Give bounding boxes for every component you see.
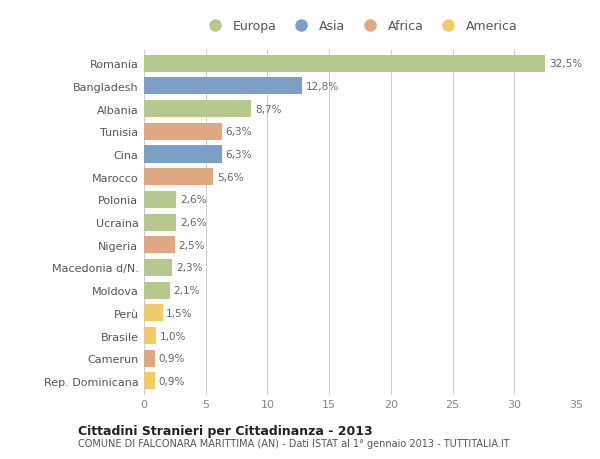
- Text: 1,5%: 1,5%: [166, 308, 193, 318]
- Text: 0,9%: 0,9%: [159, 376, 185, 386]
- Bar: [144, 146, 222, 163]
- Text: 1,0%: 1,0%: [160, 331, 187, 341]
- Text: 5,6%: 5,6%: [217, 172, 244, 182]
- Text: 8,7%: 8,7%: [255, 104, 281, 114]
- Bar: [144, 282, 170, 299]
- Text: 2,5%: 2,5%: [179, 240, 205, 250]
- Bar: [144, 123, 222, 140]
- Bar: [144, 78, 302, 95]
- Text: 2,3%: 2,3%: [176, 263, 203, 273]
- Bar: [144, 237, 175, 254]
- Legend: Europa, Asia, Africa, America: Europa, Asia, Africa, America: [197, 16, 523, 39]
- Text: 2,1%: 2,1%: [173, 285, 200, 296]
- Text: COMUNE DI FALCONARA MARITTIMA (AN) - Dati ISTAT al 1° gennaio 2013 - TUTTITALIA.: COMUNE DI FALCONARA MARITTIMA (AN) - Dat…: [78, 438, 509, 448]
- Bar: [144, 169, 213, 186]
- Bar: [144, 373, 155, 390]
- Bar: [144, 101, 251, 118]
- Text: 2,6%: 2,6%: [180, 195, 206, 205]
- Bar: [144, 56, 545, 73]
- Bar: [144, 191, 176, 208]
- Text: 32,5%: 32,5%: [549, 59, 582, 69]
- Text: 12,8%: 12,8%: [305, 82, 339, 92]
- Bar: [144, 259, 172, 276]
- Text: 6,3%: 6,3%: [226, 127, 252, 137]
- Bar: [144, 305, 163, 322]
- Bar: [144, 327, 157, 344]
- Text: 6,3%: 6,3%: [226, 150, 252, 160]
- Text: 0,9%: 0,9%: [159, 353, 185, 364]
- Text: 2,6%: 2,6%: [180, 218, 206, 228]
- Text: Cittadini Stranieri per Cittadinanza - 2013: Cittadini Stranieri per Cittadinanza - 2…: [78, 424, 373, 437]
- Bar: [144, 350, 155, 367]
- Bar: [144, 214, 176, 231]
